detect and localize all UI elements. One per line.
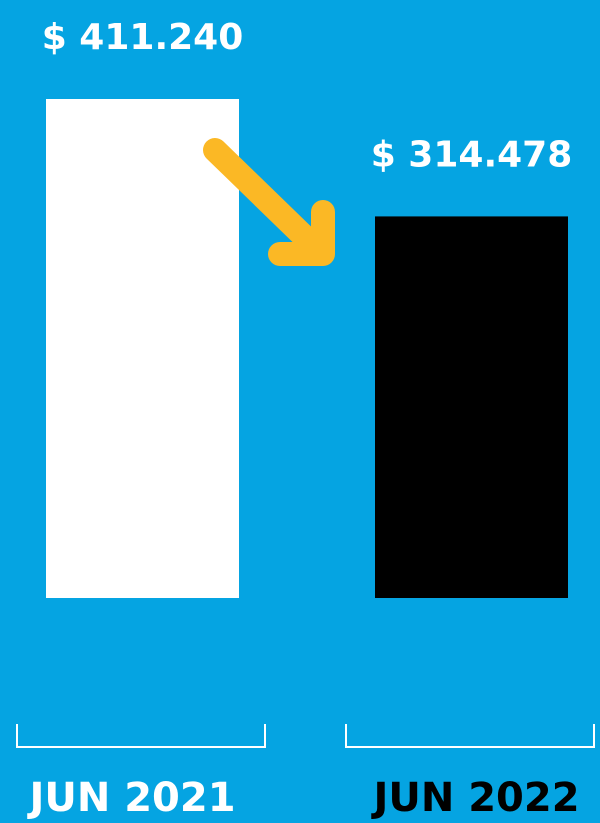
bar [46, 99, 239, 598]
bracket [345, 724, 595, 748]
category-label: JUN 2022 [370, 775, 579, 821]
arrow-shaft [203, 138, 330, 262]
value-label: $ 411.240 [42, 17, 244, 58]
arrow-head [268, 200, 335, 266]
arrow [203, 138, 335, 266]
brackets [16, 724, 595, 748]
category-label: JUN 2021 [26, 775, 235, 821]
bar [375, 216, 568, 599]
value-label: $ 314.478 [371, 134, 573, 175]
bracket [16, 724, 266, 748]
